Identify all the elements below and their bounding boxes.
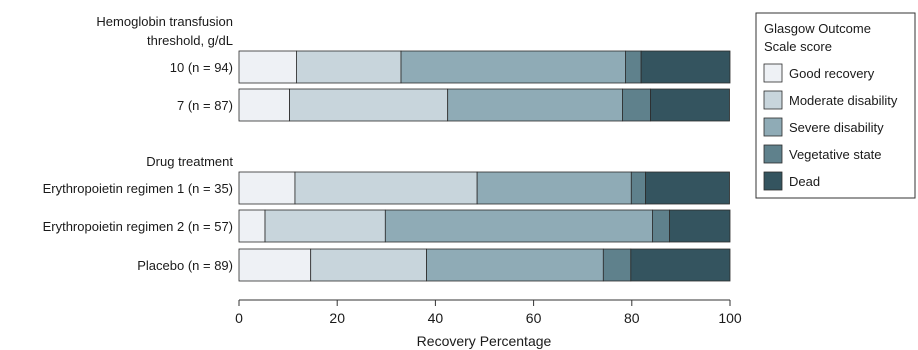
bar-segment-vegetative-state-row-4 [652,209,671,243]
legend-frame [755,12,916,199]
bars-layer [238,50,731,282]
legend-swatch-vegetative-state [763,144,783,164]
bar-segment-dead-row-4 [669,209,731,243]
category-label-1: 10 (n = 94) [170,60,233,75]
bar-segment-good-recovery-row-3 [238,171,296,205]
legend-label-moderate-disability: Moderate disability [789,93,898,108]
legend: Glasgow Outcome Scale score Good recover… [755,12,916,199]
x-axis-label: Recovery Percentage [417,333,552,349]
legend-swatch-moderate-disability [763,90,783,110]
x-tick-label-100: 100 [718,310,742,326]
group-label-hemoglobin-line2: threshold, g/dL [147,33,233,48]
category-labels: 10 (n = 94) 7 (n = 87) Erythropoietin regi… [43,60,233,273]
legend-swatch-good-recovery [763,63,783,83]
bar-segment-vegetative-state-row-2 [622,88,651,122]
x-tick-label-20: 20 [329,310,345,326]
bar-segment-dead-row-1 [640,50,731,84]
category-label-4: Erythropoietin regimen 2 (n = 57) [43,219,233,234]
bar-segment-severe-disability-row-3 [476,171,632,205]
x-tick-label-80: 80 [624,310,640,326]
bar-segment-severe-disability-row-1 [400,50,626,84]
bar-segment-severe-disability-row-5 [426,248,604,282]
legend-title-line2: Scale score [764,39,832,54]
bar-segment-severe-disability-row-4 [384,209,653,243]
legend-label-vegetative-state: Vegetative state [789,147,882,162]
category-label-2: 7 (n = 87) [177,98,233,113]
x-tick-label-40: 40 [428,310,444,326]
bar-segment-moderate-disability-row-3 [294,171,478,205]
x-tick-label-60: 60 [526,310,542,326]
legend-label-severe-disability: Severe disability [789,120,884,135]
x-tick-label-0: 0 [235,310,243,326]
bar-segment-vegetative-state-row-1 [625,50,642,84]
legend-swatch-severe-disability [763,117,783,137]
bar-segment-severe-disability-row-2 [447,88,623,122]
bar-segment-dead-row-5 [630,248,731,282]
group-labels: Hemoglobin transfusion threshold, g/dL D… [96,14,233,169]
legend-items: Good recovery Moderate disability Severe d… [763,63,898,191]
x-axis: 0 20 40 60 80 100 [235,299,742,326]
bar-segment-vegetative-state-row-5 [602,248,632,282]
bar-segment-moderate-disability-row-4 [264,209,386,243]
legend-label-good-recovery: Good recovery [789,66,875,81]
legend-swatch-dead [763,171,783,191]
bar-segment-good-recovery-row-4 [238,209,266,243]
legend-label-dead: Dead [789,174,820,189]
bar-segment-good-recovery-row-5 [238,248,312,282]
category-label-5: Placebo (n = 89) [137,258,233,273]
bar-segment-vegetative-state-row-3 [630,171,646,205]
bar-segment-moderate-disability-row-2 [289,88,449,122]
group-label-drug-treatment: Drug treatment [146,154,233,169]
bar-segment-good-recovery-row-1 [238,50,297,84]
category-label-3: Erythropoietin regimen 1 (n = 35) [43,181,233,196]
bar-segment-good-recovery-row-2 [238,88,290,122]
bar-segment-moderate-disability-row-1 [296,50,402,84]
bar-segment-dead-row-3 [645,171,730,205]
group-label-hemoglobin: Hemoglobin transfusion [96,14,233,29]
bar-segment-moderate-disability-row-5 [310,248,427,282]
bar-segment-dead-row-2 [650,88,730,122]
legend-title-line1: Glasgow Outcome [764,21,871,36]
